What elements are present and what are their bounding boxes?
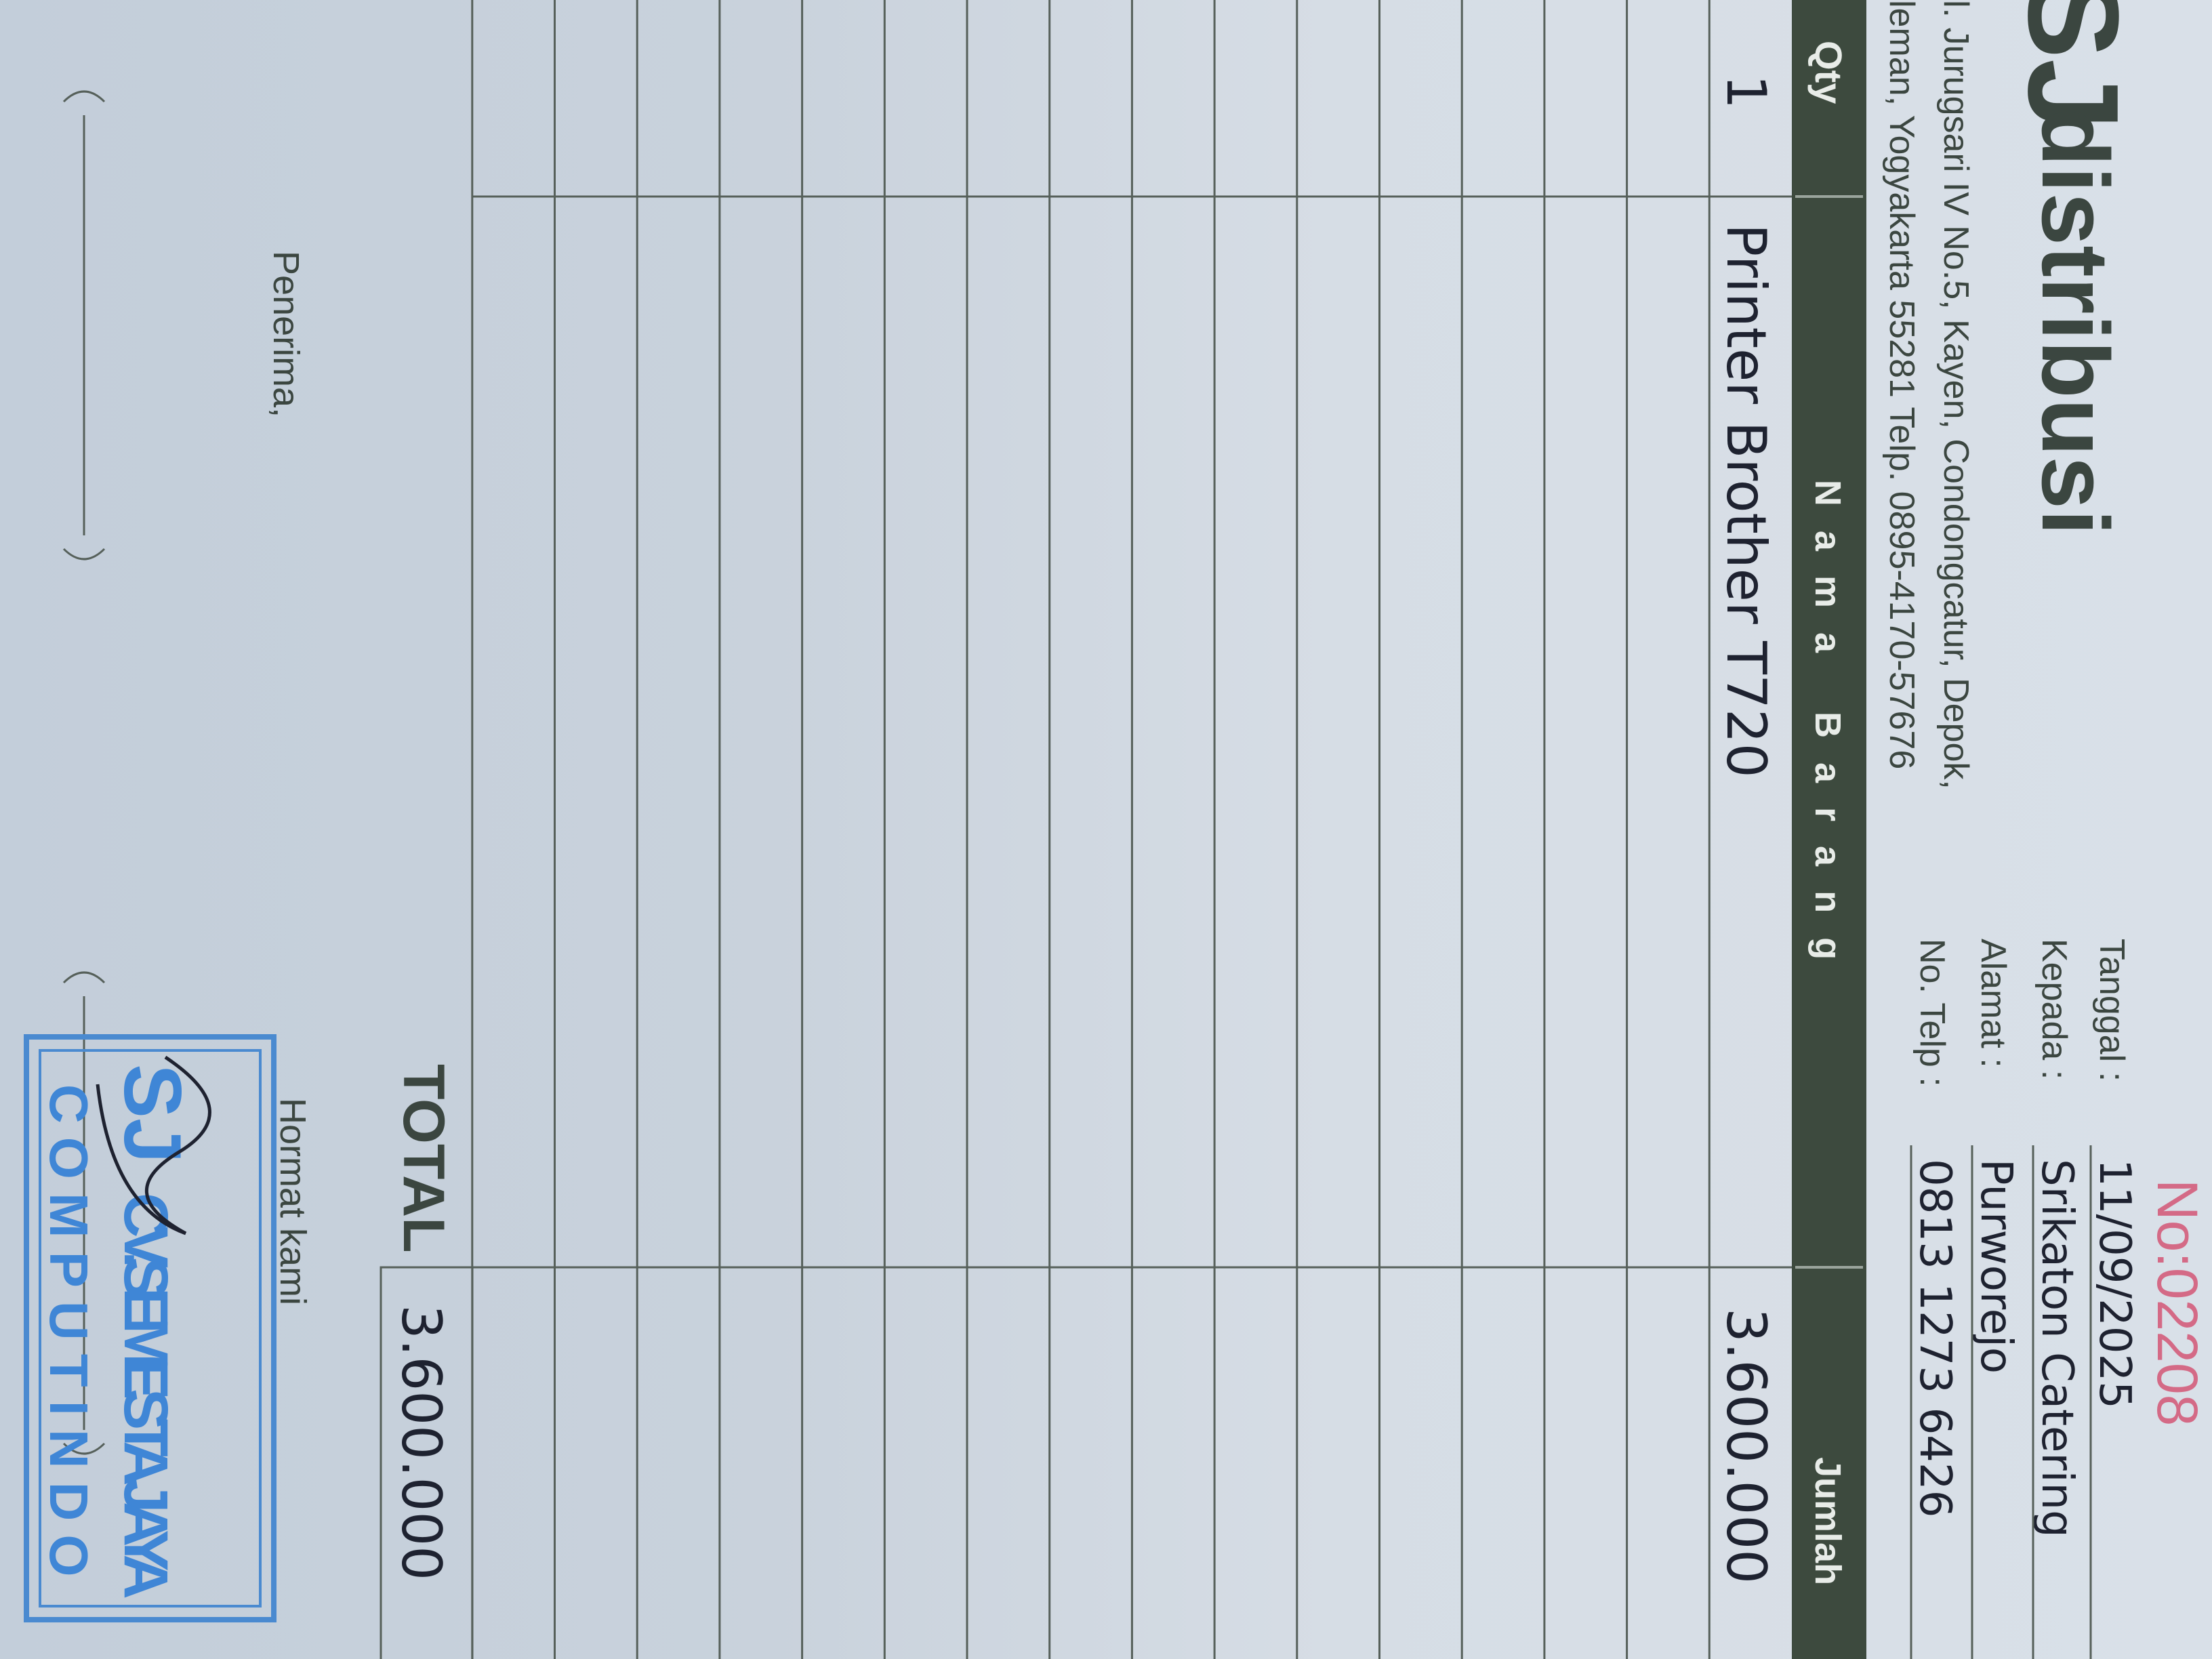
receiver-signature-line [62,90,106,560]
column-header: Qty [1807,41,1850,104]
column-header: Jumlah [1807,1457,1848,1585]
field-value: Srikaton Catering [2032,1159,2082,1538]
signature [96,1055,211,1235]
stamp-sub: COMPUTINDO [39,1084,99,1591]
brand: distribusi [2022,108,2129,535]
receiver-label: Penerima, [266,251,306,417]
cell: 3.600.000 [1715,1308,1778,1584]
field-value: 11/09/2025 [2089,1159,2139,1409]
fields: Tanggal : 11/09/2025 Kepada : Srikaton Cate… [1910,939,2139,1659]
total-value: 3.600.000 [390,1305,453,1580]
field-label: Kepada : [2034,939,2074,1080]
stamp-name: CV.SEMESTA JAYA [111,1193,180,1599]
stamp: SJ CV.SEMESTA JAYA COMPUTINDO [24,1034,276,1622]
field-label: No. Telp : [1912,939,1952,1087]
table-header-bar [1792,0,1866,1659]
stamp-logo: SJ [107,1064,198,1164]
field-value: 0813 1273 6426 [1910,1159,1960,1517]
table-rows: 1 Printer Brother T720 3.600.000 [1715,75,1778,1584]
invoice: SJ distribusi l. Jurugsari IV No.5, Kaye… [24,0,2209,1659]
invoice-number: No:02208 [2146,1179,2209,1426]
total-label: TOTAL [391,1064,456,1253]
total-box [380,1266,474,1659]
stamp-border [39,1049,262,1607]
cell: 1 [1715,75,1778,109]
field-label: Alamat : [1973,939,2013,1068]
column-header: Nama Barang [1807,480,1848,984]
address-line: leman, Yogyakarta 55281 Telp. 0895-4170-… [1882,0,1921,769]
cell: Printer Brother T720 [1715,224,1778,778]
stamp-border [24,1034,276,1622]
field-value: Purworejo [1971,1159,2021,1374]
sender-label: Hormat kami [272,1098,313,1305]
field-label: Tanggal : [2092,939,2131,1082]
address-line: l. Jurugsari IV No.5, Kayen, Condongcatu… [1936,0,1975,790]
sender-signature-line [62,971,106,1455]
logo: SJ [2001,0,2145,130]
table-grid [471,0,1792,1659]
